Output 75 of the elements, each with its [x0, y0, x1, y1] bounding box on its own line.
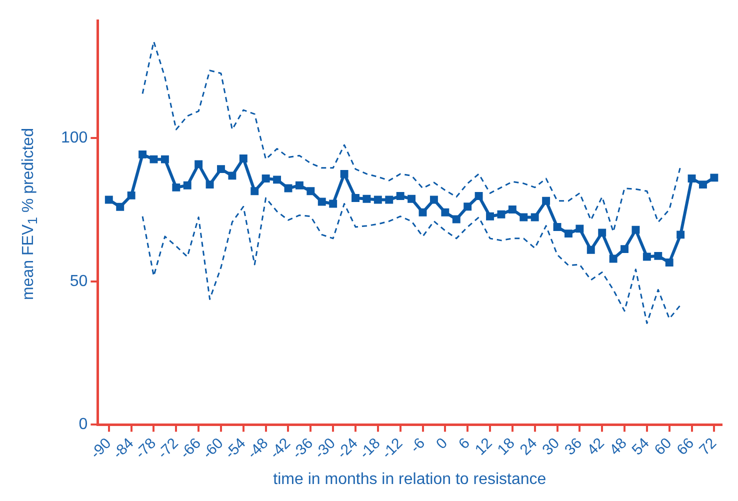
point: [318, 198, 326, 206]
point: [284, 184, 292, 192]
point: [138, 150, 147, 158]
point: [206, 180, 214, 189]
point: [620, 245, 628, 254]
x-tick-label: 48: [606, 434, 630, 459]
point: [632, 226, 640, 234]
point: [452, 215, 460, 224]
point: [520, 213, 528, 222]
x-tick-label: 66: [674, 434, 698, 459]
line-series: [142, 40, 682, 233]
point: [418, 208, 427, 216]
x-tick-label: 18: [494, 434, 518, 459]
point: [542, 196, 550, 205]
point: [408, 194, 416, 203]
point: [295, 181, 304, 190]
point: [150, 155, 158, 164]
x-tick-label: 42: [584, 434, 608, 459]
point: [598, 228, 606, 237]
point: [676, 230, 685, 239]
point: [642, 252, 651, 261]
x-tick-label: 0: [433, 434, 451, 453]
point: [508, 206, 516, 214]
point: [474, 192, 483, 200]
x-tick-label: 6: [455, 434, 474, 453]
point: [530, 213, 539, 222]
point: [486, 212, 494, 220]
point: [564, 230, 572, 238]
x-tick-label: 24: [516, 434, 541, 459]
point: [654, 252, 662, 260]
point: [329, 200, 338, 208]
line-series: [142, 197, 682, 324]
x-tick-label: 72: [696, 434, 720, 459]
y-tick-label: 0: [78, 416, 88, 434]
point: [172, 183, 180, 192]
y-tick-label: 50: [70, 272, 88, 290]
point: [586, 246, 595, 254]
point: [340, 170, 348, 178]
point: [688, 174, 696, 183]
point: [250, 187, 259, 196]
y-tick-label: 100: [60, 130, 88, 147]
point: [273, 176, 282, 184]
point: [183, 181, 192, 190]
point: [553, 222, 562, 231]
point: [104, 196, 113, 204]
point: [385, 196, 394, 204]
x-tick-label: 60: [651, 434, 676, 459]
point: [396, 192, 404, 200]
point: [609, 254, 618, 263]
point: [228, 172, 236, 180]
point: [699, 180, 707, 189]
point: [262, 174, 270, 183]
point: [441, 208, 450, 216]
point: [464, 202, 472, 211]
point: [239, 154, 248, 162]
point: [160, 155, 169, 164]
x-tick-label: 54: [628, 434, 653, 459]
x-tick-label: 36: [562, 434, 586, 459]
point: [116, 202, 124, 211]
point: [217, 165, 225, 174]
point: [127, 191, 136, 200]
point: [710, 174, 718, 182]
point: [306, 187, 315, 196]
x-tick-label: 12: [472, 434, 496, 459]
point: [352, 194, 360, 202]
point: [194, 160, 203, 168]
point: [362, 194, 371, 203]
x-tick-label: 30: [539, 434, 564, 459]
point: [576, 224, 584, 233]
x-tick-label: -6: [407, 434, 429, 456]
point: [430, 196, 438, 204]
point: [665, 258, 674, 266]
point: [497, 210, 506, 218]
x-axis-title: time in months in relation to resistance: [273, 470, 546, 488]
point: [374, 196, 382, 204]
